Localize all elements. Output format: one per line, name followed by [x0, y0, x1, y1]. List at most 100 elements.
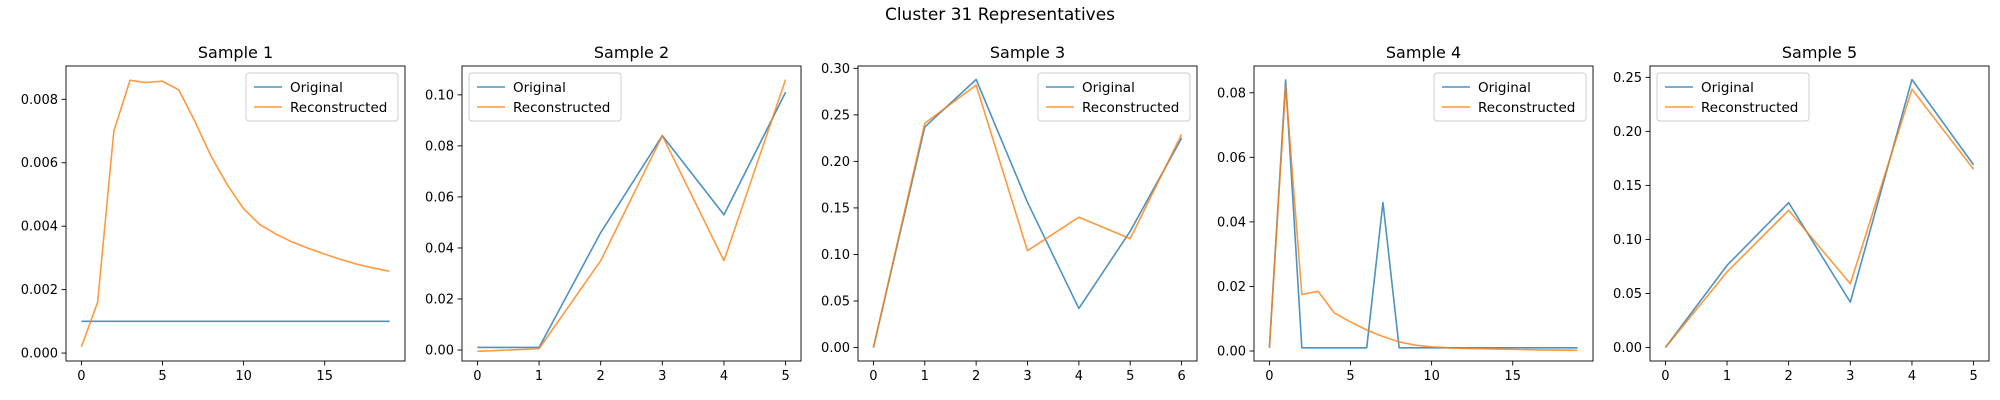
series-line-reconstructed [872, 84, 1183, 348]
x-tick-label: 3 [1023, 369, 1031, 384]
series-line-reconstructed [477, 79, 787, 353]
x-tick-label: 3 [1846, 369, 1854, 384]
series-line-original [1664, 78, 1975, 348]
legend: Original Reconstructed [245, 72, 399, 122]
y-tick-label: 0.00 [1217, 344, 1246, 359]
legend: Original Reconstructed [468, 72, 622, 122]
x-tick-label: 3 [658, 369, 666, 384]
y-tick-label: 0.05 [821, 294, 850, 309]
legend-box [245, 72, 399, 122]
y-tick-label: 0.08 [425, 139, 454, 154]
subplot-2: Sample 2 0 1 2 3 4 5 0.00 0.02 0.04 0.06 0.08 0.10 Or… [425, 43, 802, 384]
y-tick-label: 0.10 [1613, 233, 1642, 248]
x-tick-label: 5 [1969, 369, 1977, 384]
legend: Original Reconstructed [1037, 72, 1191, 122]
subplot-title: Sample 4 [1386, 43, 1461, 62]
y-tick-label: 0.004 [21, 220, 58, 235]
y-tick-label: 0.02 [425, 292, 454, 307]
series-line-reconstructed [80, 79, 390, 348]
x-tick-label: 1 [535, 369, 543, 384]
legend: Original Reconstructed [1656, 72, 1810, 122]
y-tick-label: 0.00 [1613, 341, 1642, 356]
y-tick-label: 0.06 [425, 190, 454, 205]
x-tick-label: 0 [77, 369, 85, 384]
series-line-original [872, 78, 1183, 348]
y-tick-label: 0.00 [425, 344, 454, 359]
axes-frame [1649, 65, 1990, 362]
y-tick-label: 0.10 [821, 248, 850, 263]
series-line-original [1268, 79, 1578, 349]
legend-label-original: Original [1082, 80, 1135, 96]
x-tick-label: 2 [972, 369, 980, 384]
y-tick-label: 0.25 [1613, 71, 1642, 86]
x-tick-label: 0 [869, 369, 877, 384]
x-tick-label: 2 [1785, 369, 1793, 384]
subplot-panels: Sample 10 5 10 150.0000.0020.0040.0060.008O… [21, 43, 1990, 384]
axes-frame [1253, 65, 1594, 362]
series-line-original [477, 91, 787, 349]
subplot-title: Sample 2 [594, 43, 669, 62]
legend-box [1656, 72, 1810, 122]
x-tick-label: 0 [473, 369, 481, 384]
y-tick-label: 0.20 [821, 155, 850, 170]
y-tick-label: 0.04 [1217, 215, 1246, 230]
x-tick-label: 0 [1661, 369, 1669, 384]
x-tick-label: 5 [158, 369, 166, 384]
legend-label-reconstructed: Reconstructed [513, 100, 610, 116]
subplot-4: Sample 4 0 5 10 15 0.00 0.02 0.04 0.06 0.08 Origin… [1217, 43, 1594, 384]
y-tick-label: 0.10 [425, 88, 454, 103]
series-line-reconstructed [1268, 85, 1578, 352]
x-tick-label: 4 [1075, 369, 1083, 384]
x-tick-label: 5 [1126, 369, 1134, 384]
y-tick-label: 0.06 [1217, 151, 1246, 166]
y-tick-label: 0.15 [1613, 179, 1642, 194]
subplot-1: Sample 1 0 5 10 15 0.000 0.002 0.004 0.006 0.008 O… [21, 43, 406, 384]
y-tick-label: 0.08 [1217, 86, 1246, 101]
x-tick-label: 5 [1346, 369, 1354, 384]
x-tick-label: 10 [235, 369, 252, 384]
x-tick-label: 1 [921, 369, 929, 384]
x-tick-label: 4 [1908, 369, 1916, 384]
y-tick-label: 0.02 [1217, 280, 1246, 295]
series-line-reconstructed [1664, 88, 1975, 348]
legend-box [468, 72, 622, 122]
legend-box [1433, 72, 1587, 122]
x-tick-label: 5 [781, 369, 789, 384]
legend-label-original: Original [513, 80, 566, 96]
axes-frame [461, 65, 802, 362]
y-tick-label: 0.002 [21, 283, 58, 298]
y-tick-label: 0.006 [21, 156, 58, 171]
legend: Original Reconstructed [1433, 72, 1587, 122]
y-tick-label: 0.05 [1613, 287, 1642, 302]
y-tick-label: 0.25 [821, 108, 850, 123]
legend-label-reconstructed: Reconstructed [1082, 100, 1179, 116]
y-tick-label: 0.04 [425, 241, 454, 256]
y-tick-label: 0.000 [21, 347, 58, 362]
x-tick-label: 15 [1504, 369, 1521, 384]
legend-box [1037, 72, 1191, 122]
subplot-title: Sample 3 [990, 43, 1065, 62]
legend-label-original: Original [290, 80, 343, 96]
subplot-title: Sample 5 [1782, 43, 1857, 62]
legend-label-reconstructed: Reconstructed [1701, 100, 1798, 116]
y-tick-label: 0.20 [1613, 125, 1642, 140]
legend-label-original: Original [1478, 80, 1531, 96]
x-tick-label: 10 [1423, 369, 1440, 384]
x-tick-label: 15 [316, 369, 333, 384]
legend-label-reconstructed: Reconstructed [1478, 100, 1575, 116]
subplot-5: Sample 5 0 1 2 3 4 5 0.00 0.05 0.10 0.15 0.20 0.25 Or… [1613, 43, 1990, 384]
x-tick-label: 4 [720, 369, 728, 384]
x-tick-label: 6 [1177, 369, 1185, 384]
y-tick-label: 0.30 [821, 62, 850, 77]
y-tick-label: 0.008 [21, 93, 58, 108]
subplot-title: Sample 1 [198, 43, 273, 62]
subplot-3: Sample 3 0 1 2 3 4 5 6 0.00 0.05 0.10 0.15 0.20 0.25 0… [821, 43, 1198, 384]
y-tick-label: 0.00 [821, 341, 850, 356]
axes-frame [65, 65, 406, 362]
figure-title: Cluster 31 Representatives [885, 5, 1115, 25]
x-tick-label: 2 [597, 369, 605, 384]
x-tick-label: 1 [1723, 369, 1731, 384]
y-tick-label: 0.15 [821, 201, 850, 216]
legend-label-original: Original [1701, 80, 1754, 96]
